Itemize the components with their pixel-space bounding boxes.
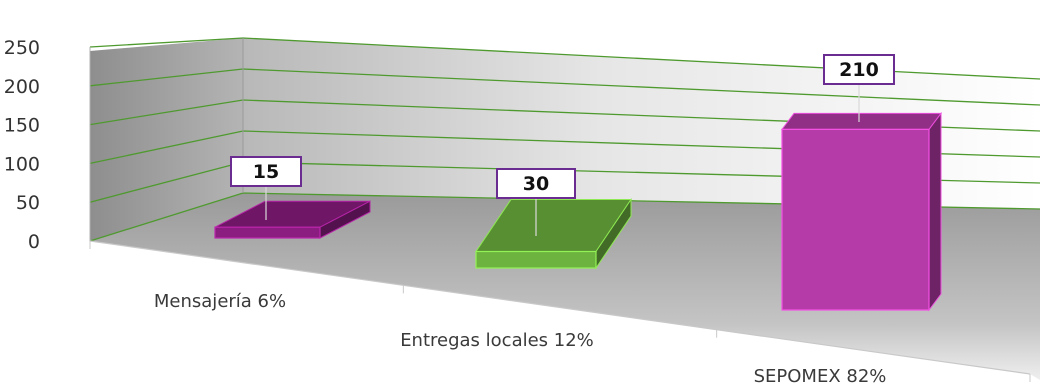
data-label-box (230, 156, 302, 187)
bar-front-face (475, 250, 597, 269)
data-label: 15 (230, 156, 302, 220)
bar (214, 200, 371, 239)
data-label: 210 (823, 54, 895, 122)
x-axis: Mensajería 6% Entregas locales 12% SEPOMEX… (89, 240, 1031, 386)
bar (475, 197, 632, 270)
data-label-box (496, 168, 576, 199)
data-label-text: 15 (253, 161, 279, 183)
y-tick-label: 200 (4, 76, 40, 98)
y-tick-label: 50 (16, 192, 40, 214)
data-label-text: 30 (523, 173, 549, 195)
y-axis-ticks: 0 50 100 150 200 250 (4, 37, 40, 253)
bar-front-face (214, 226, 321, 239)
bar-top-face (780, 112, 943, 130)
bar-side-face (928, 111, 942, 312)
x-category-label: Entregas locales 12% (400, 330, 594, 351)
side-wall (90, 38, 243, 241)
data-label-box (823, 54, 895, 85)
gridlines (89, 37, 1040, 242)
y-tick-label: 250 (4, 37, 40, 59)
x-category-label: SEPOMEX 82% (754, 366, 887, 386)
x-axis-line (89, 240, 1031, 375)
data-label-text: 210 (839, 59, 879, 81)
y-tick-label: 150 (4, 115, 40, 137)
x-category-label: Mensajería 6% (154, 291, 286, 312)
data-labels: 15 30 210 (230, 54, 895, 236)
y-tick-label: 0 (28, 231, 40, 253)
data-label: 30 (496, 168, 576, 236)
bar (780, 111, 943, 312)
bars (214, 111, 943, 312)
bar-front-face (781, 128, 930, 311)
y-tick-label: 100 (4, 153, 40, 175)
